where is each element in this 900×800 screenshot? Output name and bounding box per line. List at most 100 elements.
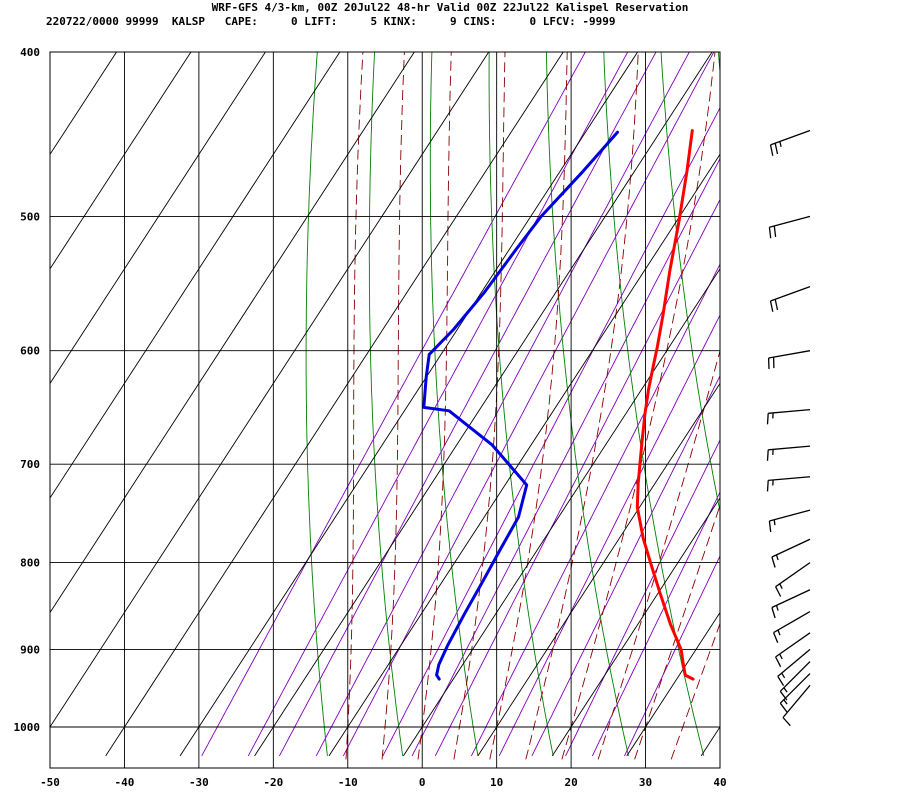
- barb-full-feather: [779, 690, 788, 701]
- isotherm: [477, 382, 720, 757]
- wind-barb: [772, 611, 811, 644]
- sounding-indices-line: 220722/0000 99999 KALSP CAPE: 0 LIFT: 5 …: [46, 15, 616, 28]
- isotherm: [50, 52, 490, 728]
- moist-adiabat: [453, 52, 506, 760]
- dry-adiabat: [774, 33, 900, 756]
- barb-half-feather: [783, 687, 788, 693]
- dry-adiabat: [429, 52, 479, 756]
- barb-full-feather: [769, 300, 774, 312]
- x-tick-label: 30: [639, 776, 652, 789]
- barb-full-feather: [768, 520, 772, 532]
- moist-adiabat: [597, 348, 720, 760]
- wind-barb: [782, 684, 811, 727]
- barb-staff: [771, 538, 811, 558]
- mixing-ratio-line: [279, 52, 657, 757]
- x-tick-label: -40: [115, 776, 135, 789]
- y-tick-label: 800: [20, 557, 40, 570]
- wind-barbs: [766, 129, 811, 727]
- mixing-ratio-line: [247, 52, 629, 757]
- mixing-ratio-line: [624, 555, 720, 757]
- y-tick-label: 500: [20, 210, 40, 223]
- barb-half-feather: [775, 605, 779, 611]
- y-tick-label: 600: [20, 345, 40, 358]
- wind-barb: [768, 509, 811, 532]
- mixing-ratio-line: [470, 263, 720, 757]
- y-tick-label: 400: [20, 46, 40, 59]
- tick-labels: -50 -40 -30 -20 -10 0 10 20 30 40 400 500 600 700 800 9…: [14, 46, 727, 789]
- isotherm: [328, 153, 720, 757]
- barb-full-feather: [766, 480, 769, 492]
- wind-barb: [766, 409, 811, 425]
- wind-barb: [769, 285, 811, 312]
- barb-half-feather: [783, 699, 788, 705]
- moist-adiabat: [381, 52, 405, 760]
- sounding-profiles: [422, 129, 695, 681]
- y-tick-label: 700: [20, 458, 40, 471]
- barb-full-feather: [766, 449, 769, 461]
- isotherm: [105, 52, 564, 757]
- barb-full-feather: [774, 299, 779, 311]
- mixing-ratio-line: [434, 198, 720, 757]
- wind-barb: [779, 661, 811, 701]
- dry-adiabat: [831, 33, 900, 756]
- barb-full-feather: [773, 225, 777, 237]
- wind-barb: [766, 476, 811, 492]
- barb-staff: [769, 215, 811, 228]
- dry-adiabat: [305, 52, 328, 756]
- plot-frame: [49, 51, 721, 769]
- moist-adiabat: [489, 52, 568, 760]
- dry-adiabat: [717, 52, 720, 77]
- isotherm: [551, 497, 720, 757]
- mixing-ratio-line: [315, 52, 690, 757]
- wind-barb: [766, 445, 811, 461]
- chart-title: WRF-GFS 4/3-km, 00Z 20Jul22 48-hr Valid …: [211, 1, 689, 14]
- barb-staff: [768, 409, 811, 414]
- barb-full-feather: [766, 413, 769, 425]
- barb-full-feather: [771, 556, 776, 568]
- barb-staff: [768, 476, 811, 482]
- barb-half-feather: [777, 629, 781, 636]
- barb-staff: [771, 589, 811, 609]
- isotherm: [50, 52, 415, 614]
- y-tick-label: 1000: [14, 721, 41, 734]
- barb-staff: [775, 562, 811, 588]
- isotherm: [50, 52, 192, 270]
- x-tick-label: 40: [713, 776, 726, 789]
- barb-staff: [770, 129, 811, 146]
- x-tick-label: 20: [564, 776, 577, 789]
- barb-staff: [777, 648, 811, 677]
- barb-half-feather: [779, 653, 783, 660]
- barb-full-feather: [768, 227, 772, 239]
- barb-full-feather: [771, 607, 776, 619]
- dewpoint-profile: [422, 130, 619, 681]
- isotherm: [50, 52, 118, 156]
- mixing-ratio-line: [591, 491, 720, 757]
- temperature-profile: [635, 129, 695, 681]
- barb-full-feather: [769, 144, 774, 156]
- barb-full-feather: [774, 143, 779, 155]
- dry-adiabat: [368, 52, 404, 756]
- background-lines: [50, 33, 900, 760]
- mixing-ratio-line: [201, 52, 586, 757]
- wind-barb: [771, 589, 811, 619]
- barb-half-feather: [781, 672, 786, 679]
- barb-staff: [779, 661, 811, 692]
- barb-full-feather: [779, 702, 788, 713]
- barb-half-feather: [773, 519, 776, 526]
- barb-half-feather: [779, 141, 782, 148]
- moist-adiabat: [634, 503, 720, 760]
- wind-barb: [769, 129, 811, 156]
- wind-barb: [771, 538, 811, 568]
- barb-full-feather: [772, 632, 779, 644]
- barb-staff: [768, 350, 811, 359]
- wind-barb: [779, 673, 811, 713]
- dry-adiabat: [546, 52, 629, 756]
- barb-half-feather: [779, 583, 783, 589]
- mixing-ratio-line: [411, 157, 720, 757]
- isotherm: [179, 52, 639, 757]
- wind-barb: [775, 562, 811, 597]
- mixing-ratio-line: [382, 106, 720, 757]
- grid-lines: [49, 51, 721, 768]
- barb-full-feather: [777, 676, 785, 687]
